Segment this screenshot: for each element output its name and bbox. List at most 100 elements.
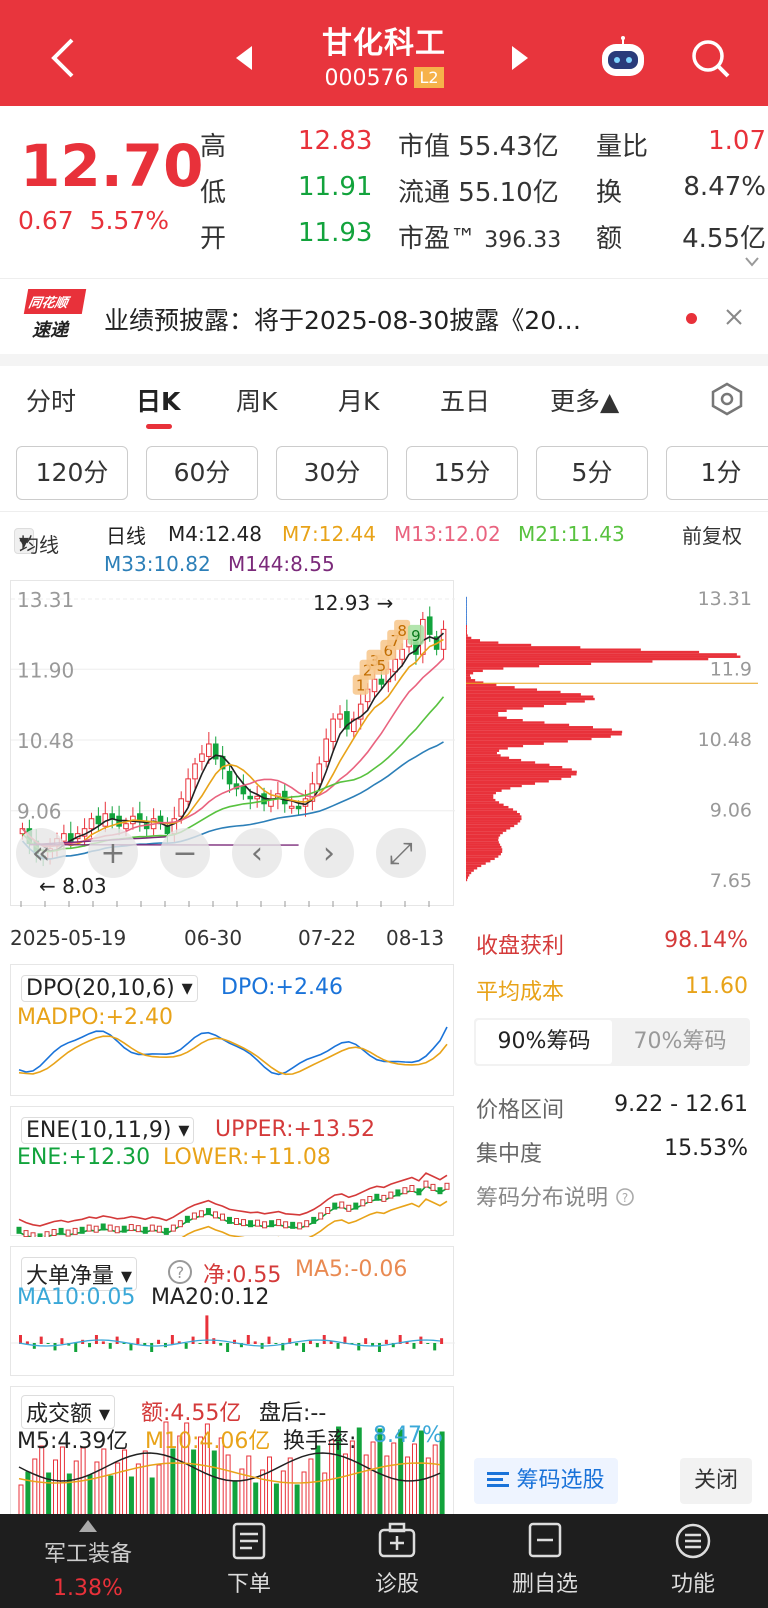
candle-body (212, 743, 219, 760)
tab-1min[interactable]: 1分 (666, 446, 768, 500)
big-order-selector[interactable]: 大单净量 ▾ (21, 1257, 138, 1291)
chip-bar (466, 831, 503, 835)
close-icon[interactable] (724, 307, 744, 327)
ene-candle (226, 1216, 232, 1224)
nav-functions[interactable]: 功能 (618, 1514, 768, 1608)
amount-m10-line (18, 1462, 441, 1484)
section-divider (0, 354, 768, 366)
amount-bar (322, 1472, 328, 1515)
fullscreen-button[interactable]: ⤢ (389, 836, 413, 871)
scroll-right-button[interactable]: › (323, 836, 335, 871)
tab-90-chips[interactable]: 90%筹码 (476, 1020, 612, 1064)
tab-15min[interactable]: 15分 (406, 446, 518, 500)
x-label-1: 06-30 (184, 926, 243, 950)
amount-selector[interactable]: 成交额 ▾ (21, 1395, 116, 1429)
help-icon[interactable]: ? (167, 1259, 193, 1285)
amount-panel[interactable]: 成交额 ▾ 额:4.55亿 盘后:-- M5:4.39亿 M10:4.06亿 换… (10, 1386, 454, 1515)
tab-5min[interactable]: 5分 (536, 446, 648, 500)
amount-bar (377, 1428, 383, 1515)
ene-panel[interactable]: ENE(10,11,9) ▾ UPPER:+13.52 ENE:+12.30 L… (10, 1106, 454, 1237)
search-icon[interactable] (690, 38, 732, 80)
big-order-bar (143, 1343, 147, 1346)
tab-intraday[interactable]: 分时 (26, 387, 77, 416)
chip-bar (466, 679, 476, 682)
avg-cost-label: 平均成本 (476, 980, 565, 1005)
prev-stock-icon[interactable] (236, 46, 254, 70)
chip-bar (466, 704, 544, 708)
big-order-bar (198, 1343, 202, 1344)
ene-candle (248, 1220, 254, 1228)
nav-order[interactable]: 下单 (174, 1514, 324, 1608)
minute-period-tabs: 120分 60分 30分 15分 5分 1分 (0, 440, 768, 512)
amount-bar (301, 1471, 307, 1515)
high-value: 12.83 (298, 126, 373, 156)
chip-bar (466, 702, 567, 705)
ene-candle (100, 1223, 106, 1231)
tab-120min[interactable]: 120分 (16, 446, 128, 500)
big-order-panel[interactable]: 大单净量 ▾ ? 净:0.55 MA5:-0.06 MA10:0.05 MA20… (10, 1246, 455, 1376)
nav-diagnose[interactable]: 诊股 (322, 1514, 472, 1608)
settings-hexagon-icon[interactable] (710, 382, 744, 416)
next-stock-icon[interactable] (512, 46, 530, 70)
ma-selector[interactable]: 均线 ▾ (14, 528, 59, 557)
adjust-mode[interactable]: 前复权 (682, 524, 742, 548)
zoom-out-button[interactable]: − (172, 836, 197, 871)
medical-kit-icon (378, 1522, 416, 1558)
amount-bar (25, 1471, 31, 1515)
dpo-selector[interactable]: DPO(20,10,6) ▾ (21, 975, 198, 1002)
ene-candle (128, 1224, 134, 1232)
dpo-svg (18, 1026, 448, 1076)
tab-monthly-k[interactable]: 月K (338, 387, 380, 416)
ene-candle (402, 1187, 408, 1195)
chip-stock-select-button[interactable]: 筹码选股 (474, 1458, 618, 1504)
tab-70-chips[interactable]: 70%筹码 (633, 1029, 727, 1054)
scroll-left-button[interactable]: ‹ (251, 836, 263, 871)
ene-candle (304, 1220, 310, 1228)
dpo-panel[interactable]: DPO(20,10,6) ▾ DPO:+2.46 MADPO:+2.40 (10, 964, 454, 1096)
tab-five-day[interactable]: 五日 (440, 387, 491, 416)
chip-bar (466, 813, 520, 816)
amount-bar (232, 1481, 238, 1515)
ene-candle (416, 1188, 422, 1196)
nav-remove-watchlist[interactable]: 删自选 (470, 1514, 620, 1608)
nav-sector[interactable]: 军工装备 1.38% (13, 1514, 163, 1608)
ma-line-m4 (21, 632, 445, 852)
profit-label: 收盘获利 (476, 934, 565, 959)
ene-candle (142, 1226, 148, 1234)
expand-chevron-icon[interactable] (744, 256, 760, 268)
amount-value: 4.55亿 (682, 224, 766, 254)
amount-bar (398, 1429, 404, 1515)
chip-bar (466, 798, 496, 802)
tab-weekly-k[interactable]: 周K (236, 387, 278, 416)
ene-candle (234, 1218, 240, 1225)
open-label: 开 (200, 224, 227, 254)
chip-bar (466, 634, 468, 637)
chip-bar (466, 636, 472, 640)
tab-more[interactable]: 更多▲ (550, 387, 620, 416)
chip-bar (466, 641, 499, 644)
news-ticker[interactable]: 同花顺 速递 业绩预披露：将于2025-08-30披露《20… (0, 278, 768, 354)
y-tick-label: 9.06 (17, 800, 62, 824)
back-arrow-icon[interactable] (48, 36, 78, 80)
zoom-in-button[interactable]: + (100, 836, 125, 871)
amount-bar (66, 1473, 72, 1515)
chip-explain-link[interactable]: 筹码分布说明 ? (476, 1180, 752, 1212)
big-order-bar (170, 1335, 174, 1344)
close-chip-button[interactable]: 关闭 (680, 1458, 752, 1504)
stock-name: 甘化科工 (322, 26, 446, 61)
zoom-fastback-button-bg (16, 828, 66, 878)
tab-daily-k[interactable]: 日K (136, 387, 181, 416)
caret-up-icon (79, 1520, 97, 1532)
tab-30min[interactable]: 30分 (276, 446, 388, 500)
ene-candle (30, 1232, 36, 1237)
candle-body (337, 713, 343, 720)
ene-selector[interactable]: ENE(10,11,9) ▾ (21, 1117, 195, 1144)
amount-bar (329, 1439, 335, 1515)
candle-body (357, 703, 364, 720)
robot-assistant-icon[interactable] (598, 36, 648, 80)
big-order-bar (108, 1343, 112, 1349)
mkt-cap-value: 55.43亿 (458, 132, 559, 162)
tab-60min[interactable]: 60分 (146, 446, 258, 500)
zoom-fastback-button[interactable]: « (32, 836, 50, 871)
